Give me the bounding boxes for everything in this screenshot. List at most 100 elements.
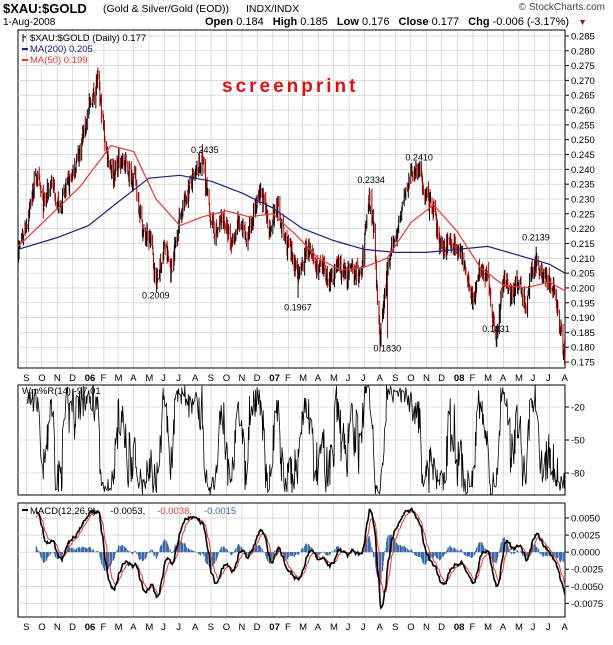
y-tick-label: 0.0000 (571, 548, 600, 559)
x-tick-label: M (299, 622, 307, 633)
williams-line (26, 384, 566, 495)
x-tick-label: O (38, 622, 45, 633)
x-tick-label: S (23, 373, 29, 384)
x-axis: S O N D 06 F M A M J J A S O N D 07 F M A M J J A S O N D 08 F M A M J J AS… (23, 373, 568, 633)
macd-legend-label: MACD(12,26,9) (30, 506, 96, 517)
x-tick-label: N (238, 373, 245, 384)
y-tick-label: -50 (571, 436, 585, 447)
quote-summary: Open 0.184 High 0.185 Low 0.176 Close 0.… (205, 16, 587, 28)
x-tick-label: J (546, 622, 551, 633)
x-tick-label: J (531, 622, 536, 633)
williams-panel: -20 -50 -80 Wm%R(14) -97.01 (17, 384, 585, 496)
x-tick-label: N (54, 622, 61, 633)
ma200-line (17, 174, 566, 274)
x-tick-label: N (54, 373, 61, 384)
y-tick-label: -80 (571, 469, 585, 480)
y-tick-label: 0.275 (571, 61, 595, 72)
y-tick-label: 0.0025 (571, 531, 600, 542)
macd-legend-label: -0.0053, (110, 506, 145, 517)
x-tick-label: M (330, 622, 338, 633)
y-tick-label: 0.180 (571, 343, 595, 354)
close-value: 0.177 (431, 16, 460, 28)
x-tick-label: M (145, 373, 153, 384)
open-label: Open (205, 16, 234, 28)
x-tick-label: N (238, 622, 245, 633)
close-label: Close (398, 16, 429, 28)
x-tick-label: M (515, 622, 523, 633)
x-tick-label: 07 (269, 373, 280, 384)
annotation-label: 0.2334 (357, 175, 385, 185)
x-tick-label: J (531, 373, 536, 384)
y-tick-label: 0.245 (571, 150, 595, 161)
legend-label: MA(50) 0.199 (30, 55, 88, 66)
y-tick-label: 0.195 (571, 298, 595, 309)
legend-label: MA(200) 0.205 (30, 44, 93, 55)
macd-line (35, 507, 566, 610)
y-tick-label: 0.190 (571, 313, 595, 324)
x-tick-label: A (315, 373, 322, 384)
x-tick-label: D (69, 373, 76, 384)
x-tick-label: S (208, 622, 214, 633)
brand-label[interactable]: © StockCharts.com (518, 2, 605, 13)
x-tick-label: M (299, 373, 307, 384)
x-tick-label: F (100, 622, 106, 633)
williams-legend-label: Wm%R(14) -97.01 (22, 386, 101, 397)
high-value: 0.185 (300, 16, 328, 28)
x-tick-label: M (484, 622, 492, 633)
y-tick-label: -20 (571, 403, 585, 414)
low-value: 0.176 (361, 16, 390, 28)
legend-label: $XAU:$GOLD (Daily) 0.177 (30, 33, 146, 44)
triangle-down-icon: ▼ (578, 17, 588, 27)
y-tick-label: 0.210 (571, 254, 595, 265)
annotation-label: 0.2009 (142, 290, 170, 300)
x-tick-label: J (346, 622, 351, 633)
y-tick-label: 0.255 (571, 120, 595, 131)
y-tick-label: 0.220 (571, 224, 595, 235)
y-tick-label: 0.235 (571, 180, 595, 191)
y-tick-label: 0.225 (571, 209, 595, 220)
x-tick-label: 07 (269, 622, 280, 633)
x-tick-label: S (392, 373, 398, 384)
x-tick-label: D (254, 373, 261, 384)
x-tick-label: J (176, 373, 181, 384)
macd-legend-label: -0.0038, (157, 506, 192, 517)
y-tick-label: -0.0075 (571, 599, 603, 610)
x-tick-label: J (161, 373, 166, 384)
watermark-text: screenprint (222, 76, 358, 97)
ma50-line (17, 144, 566, 292)
x-tick-label: S (392, 622, 398, 633)
macd-signal-line (35, 510, 566, 595)
x-tick-label: 06 (85, 622, 96, 633)
y-tick-label: 0.250 (571, 135, 595, 146)
x-tick-label: O (223, 373, 230, 384)
x-tick-label: M (145, 622, 153, 633)
y-tick-label: 0.205 (571, 269, 595, 280)
x-tick-label: J (361, 373, 366, 384)
x-tick-label: F (100, 373, 106, 384)
x-tick-label: 06 (85, 373, 96, 384)
x-tick-label: A (500, 622, 507, 633)
chg-value: -0.006 (-3.17%) (492, 16, 570, 28)
x-tick-label: O (407, 373, 414, 384)
x-tick-label: A (376, 622, 383, 633)
x-tick-label: A (192, 373, 199, 384)
macd-panel: 0.0050 0.0025 0.0000 -0.0025 -0.0050 -0.0075 M… (17, 502, 603, 618)
x-tick-label: S (23, 622, 29, 633)
x-tick-label: A (500, 373, 507, 384)
macd-legend-label: -0.0015 (204, 506, 236, 517)
x-tick-label: O (223, 622, 230, 633)
chart-title-symbol: $XAU:$GOLD (3, 1, 87, 16)
x-tick-label: D (438, 373, 445, 384)
x-tick-label: F (469, 622, 475, 633)
x-tick-label: N (423, 622, 430, 633)
annotation-label: 0.2139 (522, 233, 550, 243)
y-tick-label: 0.260 (571, 106, 595, 117)
x-tick-label: F (285, 622, 291, 633)
x-tick-label: O (38, 373, 45, 384)
annotation-label: 0.1831 (482, 324, 510, 334)
x-tick-label: A (562, 373, 569, 384)
x-tick-label: N (423, 373, 430, 384)
x-tick-label: D (438, 622, 445, 633)
